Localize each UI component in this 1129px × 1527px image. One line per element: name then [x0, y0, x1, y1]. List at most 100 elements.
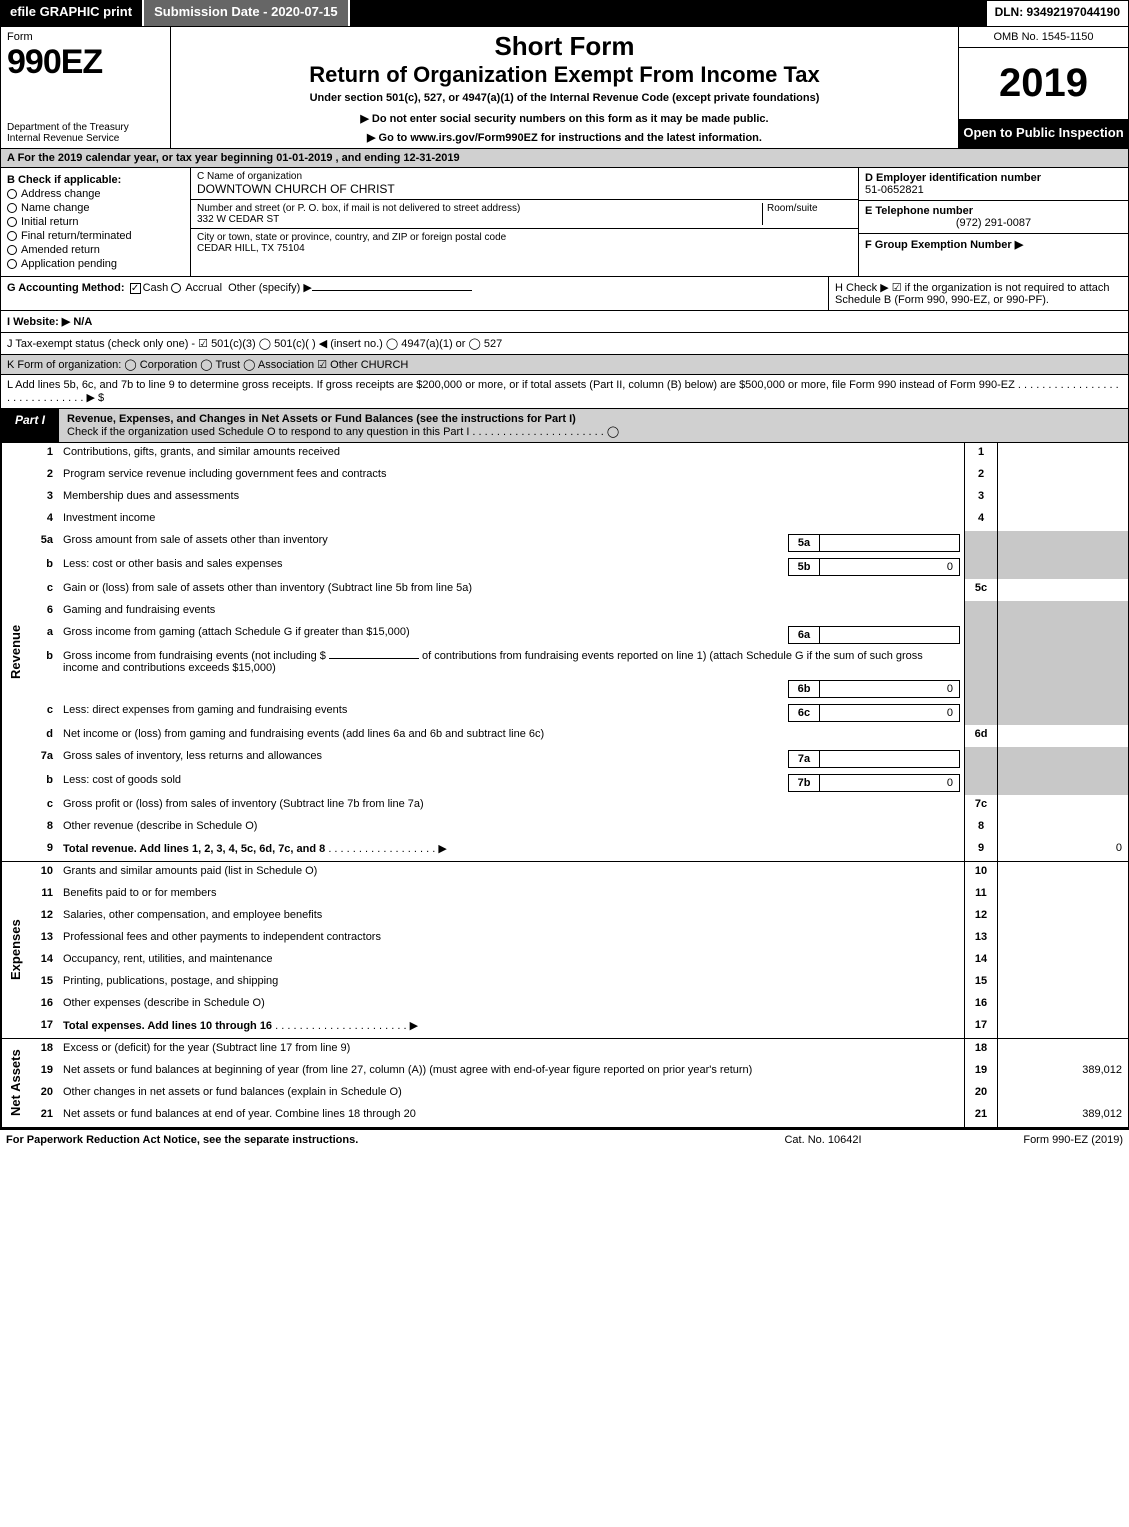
ein-cell: D Employer identification number 51-0652… — [859, 168, 1128, 201]
line-5c: Gain or (loss) from sale of assets other… — [59, 579, 964, 601]
form-title-2: Return of Organization Exempt From Incom… — [177, 62, 952, 88]
line-10: Grants and similar amounts paid (list in… — [59, 862, 964, 884]
check-application-pending[interactable]: Application pending — [7, 258, 184, 270]
city-label: City or town, state or province, country… — [197, 232, 852, 243]
net-assets-side-label: Net Assets — [1, 1039, 29, 1127]
form-header-left: Form 990EZ Department of the Treasury In… — [1, 27, 171, 148]
line-13: Professional fees and other payments to … — [59, 928, 964, 950]
cat-number: Cat. No. 10642I — [723, 1134, 923, 1146]
line-6a: Gross income from gaming (attach Schedul… — [59, 623, 964, 647]
form-header-center: Short Form Return of Organization Exempt… — [171, 27, 958, 148]
part1-label: Part I — [1, 409, 59, 442]
org-city-cell: City or town, state or province, country… — [191, 229, 858, 257]
address-label: Number and street (or P. O. box, if mail… — [197, 203, 762, 214]
form-title-1: Short Form — [177, 31, 952, 62]
line-9-value: 0 — [998, 839, 1128, 861]
line-8: Other revenue (describe in Schedule O) — [59, 817, 964, 839]
check-address-change[interactable]: Address change — [7, 188, 184, 200]
line-16: Other expenses (describe in Schedule O) — [59, 994, 964, 1016]
line-i-website: I Website: ▶ N/A — [1, 311, 1128, 333]
group-exemption-label: F Group Exemption Number ▶ — [865, 239, 1023, 251]
expenses-side-label: Expenses — [1, 862, 29, 1038]
page-footer: For Paperwork Reduction Act Notice, see … — [0, 1130, 1129, 1150]
part1-header: Part I Revenue, Expenses, and Changes in… — [1, 409, 1128, 443]
line-k-org-form: K Form of organization: ◯ Corporation ◯ … — [1, 355, 1128, 375]
org-name-label: C Name of organization — [197, 171, 852, 182]
check-final-return[interactable]: Final return/terminated — [7, 230, 184, 242]
line-4: Investment income — [59, 509, 964, 531]
check-name-change[interactable]: Name change — [7, 202, 184, 214]
check-initial-return[interactable]: Initial return — [7, 216, 184, 228]
ein-label: D Employer identification number — [865, 172, 1041, 184]
part1-title: Revenue, Expenses, and Changes in Net As… — [59, 409, 1128, 442]
line-17: Total expenses. Add lines 10 through 16 … — [59, 1016, 964, 1038]
line-19: Net assets or fund balances at beginning… — [59, 1061, 964, 1083]
form-page-label: Form 990-EZ (2019) — [923, 1134, 1123, 1146]
check-cash[interactable]: ✓ — [130, 283, 141, 294]
room-suite-label: Room/suite — [762, 203, 852, 225]
line-14: Occupancy, rent, utilities, and maintena… — [59, 950, 964, 972]
ein-value: 51-0652821 — [865, 184, 924, 196]
line-12: Salaries, other compensation, and employ… — [59, 906, 964, 928]
line-g: G Accounting Method: ✓Cash Accrual Other… — [1, 277, 828, 310]
street-address: 332 W CEDAR ST — [197, 214, 762, 225]
revenue-table: Revenue 1Contributions, gifts, grants, a… — [1, 443, 1128, 862]
box-b-header: B Check if applicable: — [7, 174, 184, 186]
department-label: Department of the Treasury Internal Reve… — [7, 122, 129, 144]
line-1: Contributions, gifts, grants, and simila… — [59, 443, 964, 465]
check-amended-return[interactable]: Amended return — [7, 244, 184, 256]
form-label: Form — [7, 31, 164, 43]
form-header-right: OMB No. 1545-1150 2019 Open to Public In… — [958, 27, 1128, 148]
efile-print-button[interactable]: efile GRAPHIC print — [0, 0, 144, 26]
form-ssn-note: ▶ Do not enter social security numbers o… — [177, 112, 952, 125]
org-name-cell: C Name of organization DOWNTOWN CHURCH O… — [191, 168, 858, 200]
dln-label: DLN: 93492197044190 — [986, 0, 1129, 26]
line-11: Benefits paid to or for members — [59, 884, 964, 906]
line-20: Other changes in net assets or fund bala… — [59, 1083, 964, 1105]
line-6d: Net income or (loss) from gaming and fun… — [59, 725, 964, 747]
submission-date-button[interactable]: Submission Date - 2020-07-15 — [144, 0, 350, 26]
org-address-cell: Number and street (or P. O. box, if mail… — [191, 200, 858, 229]
box-c: C Name of organization DOWNTOWN CHURCH O… — [191, 168, 858, 276]
line-19-value: 389,012 — [998, 1061, 1128, 1083]
info-block: B Check if applicable: Address change Na… — [1, 168, 1128, 277]
line-21-value: 389,012 — [998, 1105, 1128, 1127]
net-assets-table: Net Assets 18Excess or (deficit) for the… — [1, 1039, 1128, 1129]
tax-year: 2019 — [959, 48, 1128, 119]
line-l-gross-receipts: L Add lines 5b, 6c, and 7b to line 9 to … — [1, 375, 1128, 409]
form-header: Form 990EZ Department of the Treasury In… — [1, 27, 1128, 149]
line-2: Program service revenue including govern… — [59, 465, 964, 487]
line-a-tax-year: A For the 2019 calendar year, or tax yea… — [1, 149, 1128, 168]
inspection-label: Open to Public Inspection — [959, 119, 1128, 148]
form-instructions-link[interactable]: ▶ Go to www.irs.gov/Form990EZ for instru… — [177, 131, 952, 144]
city-state-zip: CEDAR HILL, TX 75104 — [197, 243, 852, 254]
line-18: Excess or (deficit) for the year (Subtra… — [59, 1039, 964, 1061]
topbar-spacer — [350, 0, 986, 26]
box-def: D Employer identification number 51-0652… — [858, 168, 1128, 276]
check-accrual[interactable] — [171, 283, 181, 293]
line-5a: Gross amount from sale of assets other t… — [59, 531, 964, 555]
line-5b: Less: cost or other basis and sales expe… — [59, 555, 964, 579]
form-number: 990EZ — [7, 43, 164, 82]
line-6: Gaming and fundraising events — [59, 601, 964, 623]
form-subtitle: Under section 501(c), 527, or 4947(a)(1)… — [177, 92, 952, 104]
line-7c: Gross profit or (loss) from sales of inv… — [59, 795, 964, 817]
line-7b: Less: cost of goods sold7b0 — [59, 771, 964, 795]
line-9: Total revenue. Add lines 1, 2, 3, 4, 5c,… — [59, 839, 964, 861]
line-15: Printing, publications, postage, and shi… — [59, 972, 964, 994]
box-b: B Check if applicable: Address change Na… — [1, 168, 191, 276]
group-exemption-cell: F Group Exemption Number ▶ — [859, 234, 1128, 276]
paperwork-notice: For Paperwork Reduction Act Notice, see … — [6, 1134, 723, 1146]
tel-value: (972) 291-0087 — [865, 217, 1122, 229]
tel-cell: E Telephone number (972) 291-0087 — [859, 201, 1128, 234]
omb-number: OMB No. 1545-1150 — [959, 27, 1128, 48]
line-j-tax-status: J Tax-exempt status (check only one) - ☑… — [1, 333, 1128, 355]
line-3: Membership dues and assessments — [59, 487, 964, 509]
line-21: Net assets or fund balances at end of ye… — [59, 1105, 964, 1127]
line-6c: Less: direct expenses from gaming and fu… — [59, 701, 964, 725]
org-name: DOWNTOWN CHURCH OF CHRIST — [197, 182, 852, 196]
topbar: efile GRAPHIC print Submission Date - 20… — [0, 0, 1129, 26]
revenue-side-label: Revenue — [1, 443, 29, 861]
tel-label: E Telephone number — [865, 205, 973, 217]
line-7a: Gross sales of inventory, less returns a… — [59, 747, 964, 771]
